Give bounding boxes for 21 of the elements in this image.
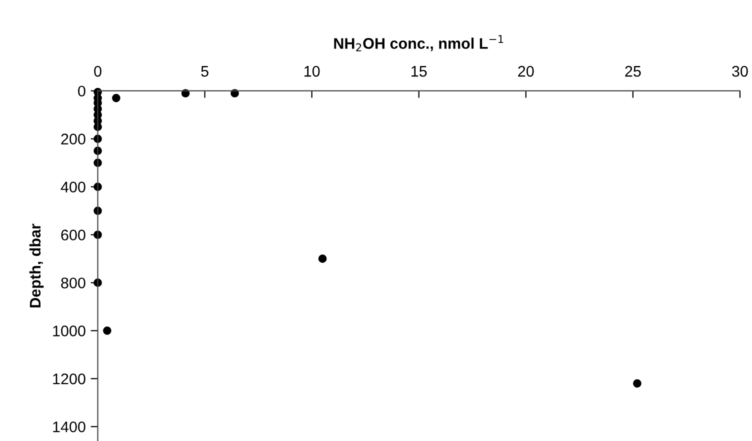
point bbox=[318, 254, 327, 263]
x-tick-label: 20 bbox=[518, 66, 534, 77]
x-tick-label: 10 bbox=[304, 66, 320, 77]
x-axis-title: NH$_{2}$OH conc., nmol L$^{−1}$ bbox=[334, 35, 504, 52]
x-tick-label: 0 bbox=[94, 66, 102, 77]
y-tick-label: 0 bbox=[78, 86, 86, 97]
y-tick-label: 400 bbox=[60, 182, 86, 192]
x-tick-label: 15 bbox=[412, 66, 427, 77]
y-tick-label: 800 bbox=[61, 278, 86, 288]
y-tick-label: 1200 bbox=[53, 374, 86, 384]
y-tick-label: 600 bbox=[61, 230, 86, 240]
point bbox=[633, 379, 642, 388]
x-tick-label: 5 bbox=[201, 66, 208, 77]
y-axis-title: Depth, dbar bbox=[29, 224, 44, 308]
point bbox=[103, 326, 112, 335]
y-tick-label: 1000 bbox=[53, 326, 86, 336]
x-tick-label: 30 bbox=[732, 66, 748, 77]
y-tick-label: 200 bbox=[61, 134, 86, 144]
point bbox=[112, 94, 120, 102]
x-tick-label: 25 bbox=[625, 66, 641, 77]
y-tick-label: 1400 bbox=[53, 421, 86, 432]
